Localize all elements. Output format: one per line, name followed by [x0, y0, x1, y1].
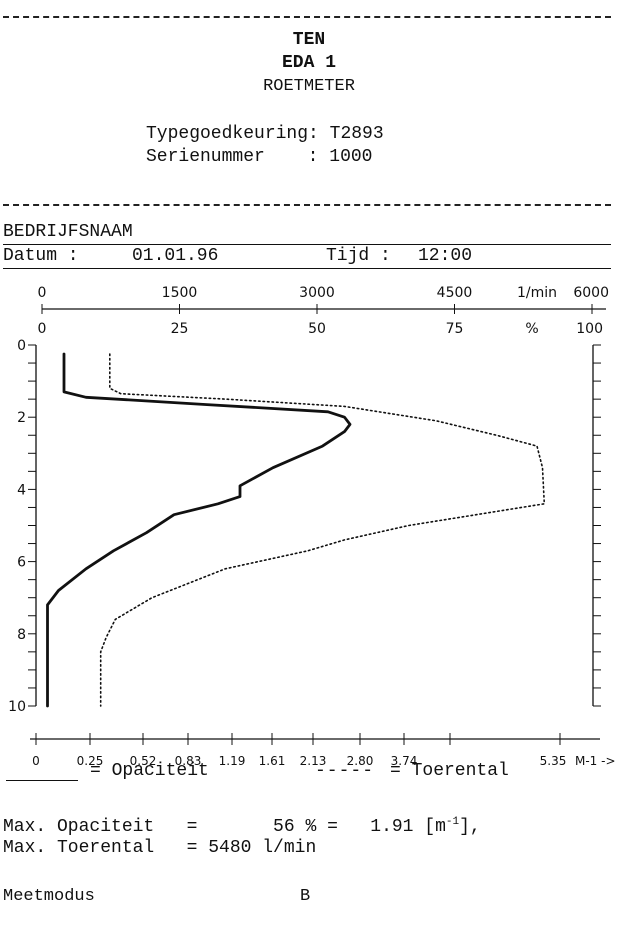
time-tick-label: 2	[17, 410, 26, 426]
org-name: TEN	[292, 30, 326, 50]
time-tick-label: 10	[8, 699, 26, 715]
percent-tick-label: 50	[308, 321, 326, 337]
rpm-tick-label: 4500	[437, 285, 473, 301]
percent-unit-label: %	[525, 321, 538, 337]
date-label: Datum :	[3, 246, 79, 266]
rpm-tick-label: 0	[38, 285, 47, 301]
k-tick-label: 5.35	[540, 754, 567, 768]
approval-row: Typegoedkeuring: T2893	[146, 124, 384, 144]
max-opacity-sup: -1	[445, 816, 460, 828]
rule-date	[3, 268, 611, 269]
series-toerental	[99, 353, 546, 707]
mode-value: B	[300, 887, 311, 906]
separator-middle	[3, 204, 611, 206]
k-tick-label: 3.74	[391, 754, 418, 768]
mode-label: Meetmodus	[3, 887, 95, 906]
k-unit-label: M-1 ->	[575, 754, 616, 768]
k-tick-label: 2.13	[300, 754, 327, 768]
serial-row: Serienummer : 1000	[146, 147, 372, 167]
time-tick-label: 6	[17, 555, 26, 571]
device-type: ROETMETER	[263, 77, 355, 96]
time-value: 12:00	[418, 246, 473, 266]
max-rpm-row: Max. Toerental = 5480 l/min	[3, 838, 316, 858]
max-opacity-row: Max. Opaciteit = 56 % = 1.91 [m-1],	[3, 816, 481, 837]
legend-rpm-label: = Toerental	[390, 761, 509, 781]
k-tick-label: 0.83	[175, 754, 202, 768]
legend-dashed-glyph: -----	[315, 761, 375, 781]
time-tick-label: 0	[17, 338, 26, 354]
legend-opacity-label: = Opaciteit	[90, 761, 209, 781]
top-axis-rpm: 0 1500 3000 4500 6000 1/min	[38, 285, 609, 314]
percent-tick-label: 25	[171, 321, 189, 337]
max-opacity-end: ],	[459, 817, 481, 837]
company-name: BEDRIJFSNAAM	[3, 222, 133, 242]
serial-sep: :	[307, 147, 319, 167]
series-group	[46, 352, 546, 708]
time-tick-label: 8	[17, 627, 26, 643]
percent-tick-label: 100	[576, 321, 603, 337]
right-axis-ticks	[593, 344, 601, 707]
max-opacity-label: Max. Opaciteit	[3, 817, 155, 837]
rpm-tick-label: 1500	[162, 285, 198, 301]
max-rpm-value: = 5480 l/min	[186, 838, 317, 858]
time-label: Tijd :	[326, 246, 391, 266]
percent-tick-label: 75	[446, 321, 464, 337]
percent-tick-label: 0	[38, 321, 47, 337]
k-tick-label: 2.80	[347, 754, 374, 768]
device-name: EDA 1	[281, 53, 336, 73]
rpm-unit-label: 1/min	[517, 285, 557, 301]
rpm-tick-label: 3000	[299, 285, 335, 301]
k-tick-label: 1.19	[219, 754, 246, 768]
k-tick-label: 0.52	[130, 754, 157, 768]
left-axis-time: 0 2 4 6 8 10	[8, 338, 36, 715]
k-tick-label: 0	[32, 754, 40, 768]
legend-solid-line	[6, 780, 78, 781]
serial-label: Serienummer	[146, 147, 265, 167]
series-opaciteit	[46, 352, 352, 708]
rule-company	[3, 244, 611, 245]
k-tick-label: 1.61	[259, 754, 286, 768]
max-rpm-label: Max. Toerental	[3, 838, 155, 858]
k-tick-label: 0.25	[77, 754, 104, 768]
time-tick-label: 4	[17, 482, 26, 498]
top-axis-percent: 0 25 50 75 100%	[38, 321, 603, 337]
rpm-tick-label: 6000	[573, 285, 609, 301]
separator-top	[3, 16, 611, 18]
approval-label: Typegoedkeuring:	[146, 124, 319, 144]
date-value: 01.01.96	[132, 246, 219, 266]
approval-value: T2893	[329, 124, 384, 144]
max-opacity-value: = 56 % = 1.91 [m	[186, 817, 446, 837]
bottom-axis-k: 0 0.25 0.52 0.83 1.19 1.61 2.13 2.80 3.74 5.35 M-1…	[30, 733, 616, 768]
serial-value: 1000	[329, 147, 373, 167]
